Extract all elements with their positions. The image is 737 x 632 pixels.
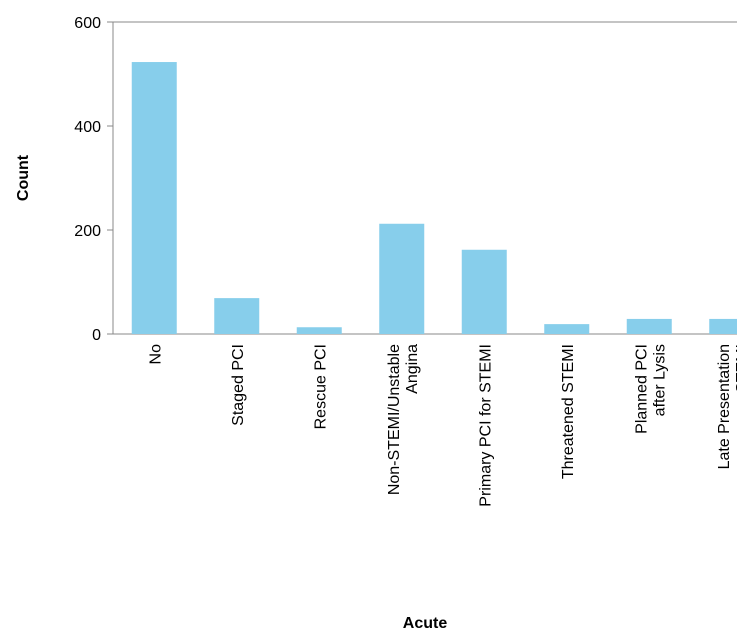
bar	[296, 327, 342, 334]
x-tick-label: Primary PCI for STEMI	[477, 344, 494, 507]
x-tick-label: Non-STEMI/UnstableAngina	[386, 344, 421, 495]
bar	[214, 298, 260, 334]
x-tick-label: Threatened STEMI	[560, 344, 577, 479]
bar	[131, 62, 177, 334]
bar	[544, 324, 590, 334]
x-tick-label: Late PresentationSTEMI	[716, 344, 737, 469]
x-tick-label: Rescue PCI	[312, 344, 329, 429]
bar	[709, 318, 737, 334]
x-tick-label: Planned PCIafter Lysis	[633, 344, 668, 434]
y-axis-title: Count	[15, 154, 32, 201]
bar	[626, 318, 672, 334]
y-tick-label: 0	[92, 327, 101, 344]
x-tick-label: Staged PCI	[230, 344, 247, 426]
x-tick-label: No	[147, 344, 164, 365]
y-tick-label: 200	[74, 223, 101, 240]
bar	[379, 223, 425, 334]
y-tick-label: 400	[74, 119, 101, 136]
y-tick-label: 600	[74, 15, 101, 32]
bar	[461, 249, 507, 334]
x-axis-title: Acute	[403, 615, 448, 632]
